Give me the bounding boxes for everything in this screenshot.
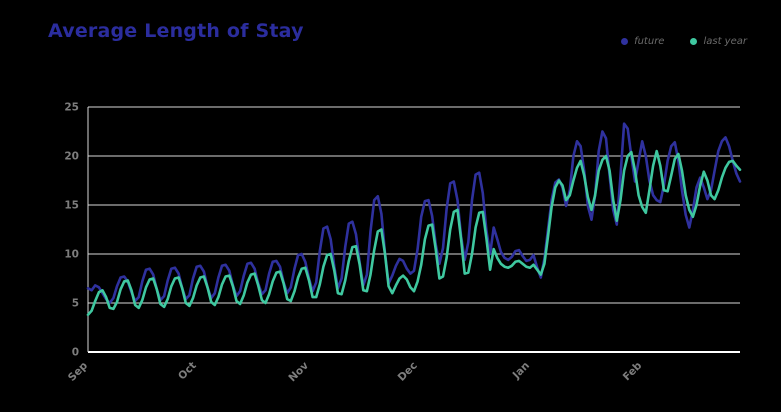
x-tick-label: Sep (66, 359, 91, 384)
legend-label-future: future (634, 36, 665, 47)
legend-item-last-year[interactable]: last year (690, 36, 747, 47)
line-future (86, 122, 742, 305)
y-tick-label: 15 (64, 200, 79, 212)
legend-item-future[interactable]: future (621, 36, 664, 47)
y-tick-label: 0 (72, 347, 79, 359)
legend-dot-last-year (690, 38, 698, 45)
chart-title: Average Length of Stay (48, 20, 304, 42)
x-tick-label: Oct (176, 360, 199, 383)
legend-dot-future (621, 38, 629, 45)
x-tick-label: Nov (286, 360, 311, 385)
y-tick-label: 25 (64, 102, 79, 114)
line-chart: 0 5 10 15 20 25 Sep Oct Nov Dec Jan Feb (64, 102, 742, 385)
y-tick-label: 5 (72, 298, 79, 310)
x-tick-label: Jan (510, 360, 532, 382)
y-tick-label: 10 (64, 249, 79, 261)
x-tick-label: Feb (621, 359, 645, 383)
legend: future last year (621, 36, 747, 47)
line-last-year (86, 149, 742, 317)
x-tick-label: Dec (396, 360, 420, 384)
legend-label-last-year: last year (703, 36, 747, 47)
y-tick-label: 20 (64, 151, 79, 163)
